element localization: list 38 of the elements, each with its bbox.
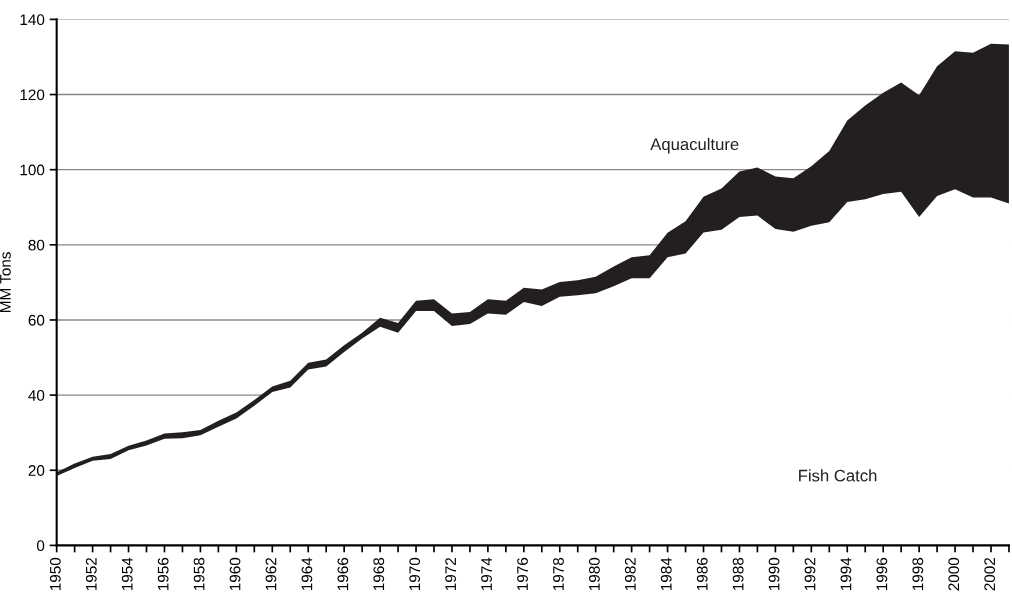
y-tick-label: 120 bbox=[20, 89, 45, 101]
x-tick-label: 1976 bbox=[517, 557, 528, 591]
x-tick-label: 1954 bbox=[121, 557, 133, 591]
y-tick-label: 80 bbox=[28, 239, 45, 251]
x-tick-label: 1970 bbox=[409, 557, 421, 591]
y-tick-label: 140 bbox=[20, 14, 45, 26]
x-tick-label: 1980 bbox=[588, 557, 600, 591]
x-tick-label: 1958 bbox=[193, 557, 205, 591]
y-tick-label: 20 bbox=[28, 465, 45, 476]
y-tick-label: 100 bbox=[20, 164, 45, 176]
x-tick-label: 1998 bbox=[912, 557, 924, 591]
x-tick-label: 1956 bbox=[157, 557, 169, 591]
x-tick-label: 1964 bbox=[301, 557, 313, 591]
x-tick-label: 2002 bbox=[984, 557, 996, 591]
x-tick-label: 1960 bbox=[229, 557, 241, 591]
x-tick-label: 1996 bbox=[876, 557, 888, 591]
series-label: Fish Catch bbox=[799, 469, 877, 482]
x-tick-label: 1988 bbox=[732, 557, 744, 591]
y-axis-title: MM Tons bbox=[0, 252, 11, 312]
y-tick-label: 40 bbox=[28, 389, 45, 401]
x-tick-label: 1972 bbox=[445, 557, 457, 591]
x-tick-label: 1962 bbox=[265, 557, 277, 591]
series-label: Aquaculture bbox=[650, 137, 739, 154]
x-tick-label: 1984 bbox=[660, 557, 672, 591]
x-tick-label: 1950 bbox=[49, 557, 61, 591]
x-tick-label: 1974 bbox=[481, 557, 492, 591]
x-tick-label: 1992 bbox=[804, 557, 816, 591]
x-tick-label: 1966 bbox=[337, 557, 349, 591]
x-tick-label: 1952 bbox=[85, 557, 97, 591]
x-tick-label: 1968 bbox=[373, 557, 385, 591]
x-tick-label: 1982 bbox=[624, 557, 636, 591]
x-tick-label: 2000 bbox=[948, 557, 960, 591]
y-tick-label: 0 bbox=[36, 540, 45, 552]
x-tick-label: 1986 bbox=[696, 557, 708, 591]
y-tick-label: 60 bbox=[28, 314, 45, 326]
x-tick-label: 1990 bbox=[768, 557, 780, 591]
x-tick-label: 1978 bbox=[553, 557, 564, 591]
x-tick-label: 1994 bbox=[840, 557, 852, 591]
